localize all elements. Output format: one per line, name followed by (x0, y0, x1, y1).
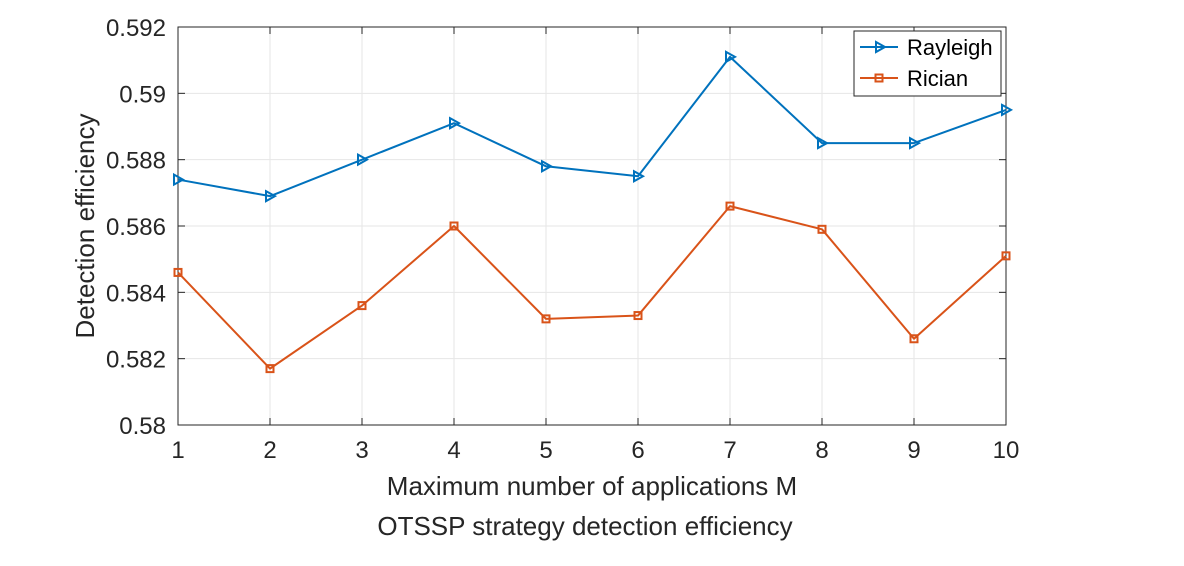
data-point-rayleigh (817, 136, 830, 150)
x-tick-label: 3 (355, 437, 368, 464)
x-axis-label: Maximum number of applications M (387, 471, 797, 501)
x-tick-label: 7 (723, 437, 736, 464)
y-tick-label: 0.584 (106, 280, 166, 307)
data-point-rayleigh (633, 169, 646, 183)
data-point-rayleigh (265, 189, 278, 203)
y-axis-label: Detection efficiency (70, 114, 100, 339)
data-point-rician (173, 267, 183, 277)
data-point-rician (909, 334, 919, 344)
data-point-rician (725, 201, 735, 211)
y-tick-label: 0.586 (106, 214, 166, 241)
y-tick-label: 0.59 (119, 81, 166, 108)
legend-box (853, 30, 1002, 97)
legend-marker-rayleigh (875, 40, 888, 54)
data-point-rayleigh (725, 50, 738, 64)
x-tick-label: 10 (993, 437, 1020, 464)
x-tick-label: 4 (447, 437, 460, 464)
x-tick-label: 1 (171, 437, 184, 464)
data-point-rayleigh (909, 136, 922, 150)
x-axis-ticks: 1 2 3 4 5 6 7 8 9 10 (171, 27, 1019, 464)
data-point-rayleigh (449, 116, 462, 130)
y-axis-ticks: 0.58 0.582 0.584 0.586 0.588 0.59 0.592 (106, 15, 1006, 440)
series-line-rician (177, 205, 1007, 370)
x-tick-label: 6 (631, 437, 644, 464)
series-layer (173, 50, 1014, 374)
data-point-rayleigh (541, 159, 554, 173)
x-tick-label: 5 (539, 437, 552, 464)
legend-label-rayleigh: Rayleigh (907, 35, 993, 60)
series-line-rayleigh (177, 55, 1007, 198)
legend-label-rician: Rician (907, 66, 968, 91)
y-tick-label: 0.58 (119, 413, 166, 440)
legend-marker-rician (874, 73, 884, 83)
data-point-rician (817, 224, 827, 234)
data-point-rayleigh (173, 172, 186, 187)
x-tick-label: 8 (815, 437, 828, 464)
chart-caption: OTSSP strategy detection efficiency (377, 511, 792, 541)
y-tick-label: 0.582 (106, 347, 166, 374)
data-point-rayleigh (357, 152, 370, 167)
data-point-rician (265, 364, 275, 374)
y-tick-label: 0.592 (106, 15, 166, 42)
legend: Rayleigh Rician (853, 30, 1002, 97)
data-point-rician (541, 314, 551, 324)
x-tick-label: 9 (907, 437, 920, 464)
data-point-rician (449, 221, 459, 231)
data-point-rician (357, 301, 367, 311)
data-point-rayleigh (1001, 103, 1014, 117)
data-point-rician (633, 311, 643, 321)
x-tick-label: 2 (263, 437, 276, 464)
y-tick-label: 0.588 (106, 148, 166, 175)
data-point-rician (1001, 251, 1011, 261)
